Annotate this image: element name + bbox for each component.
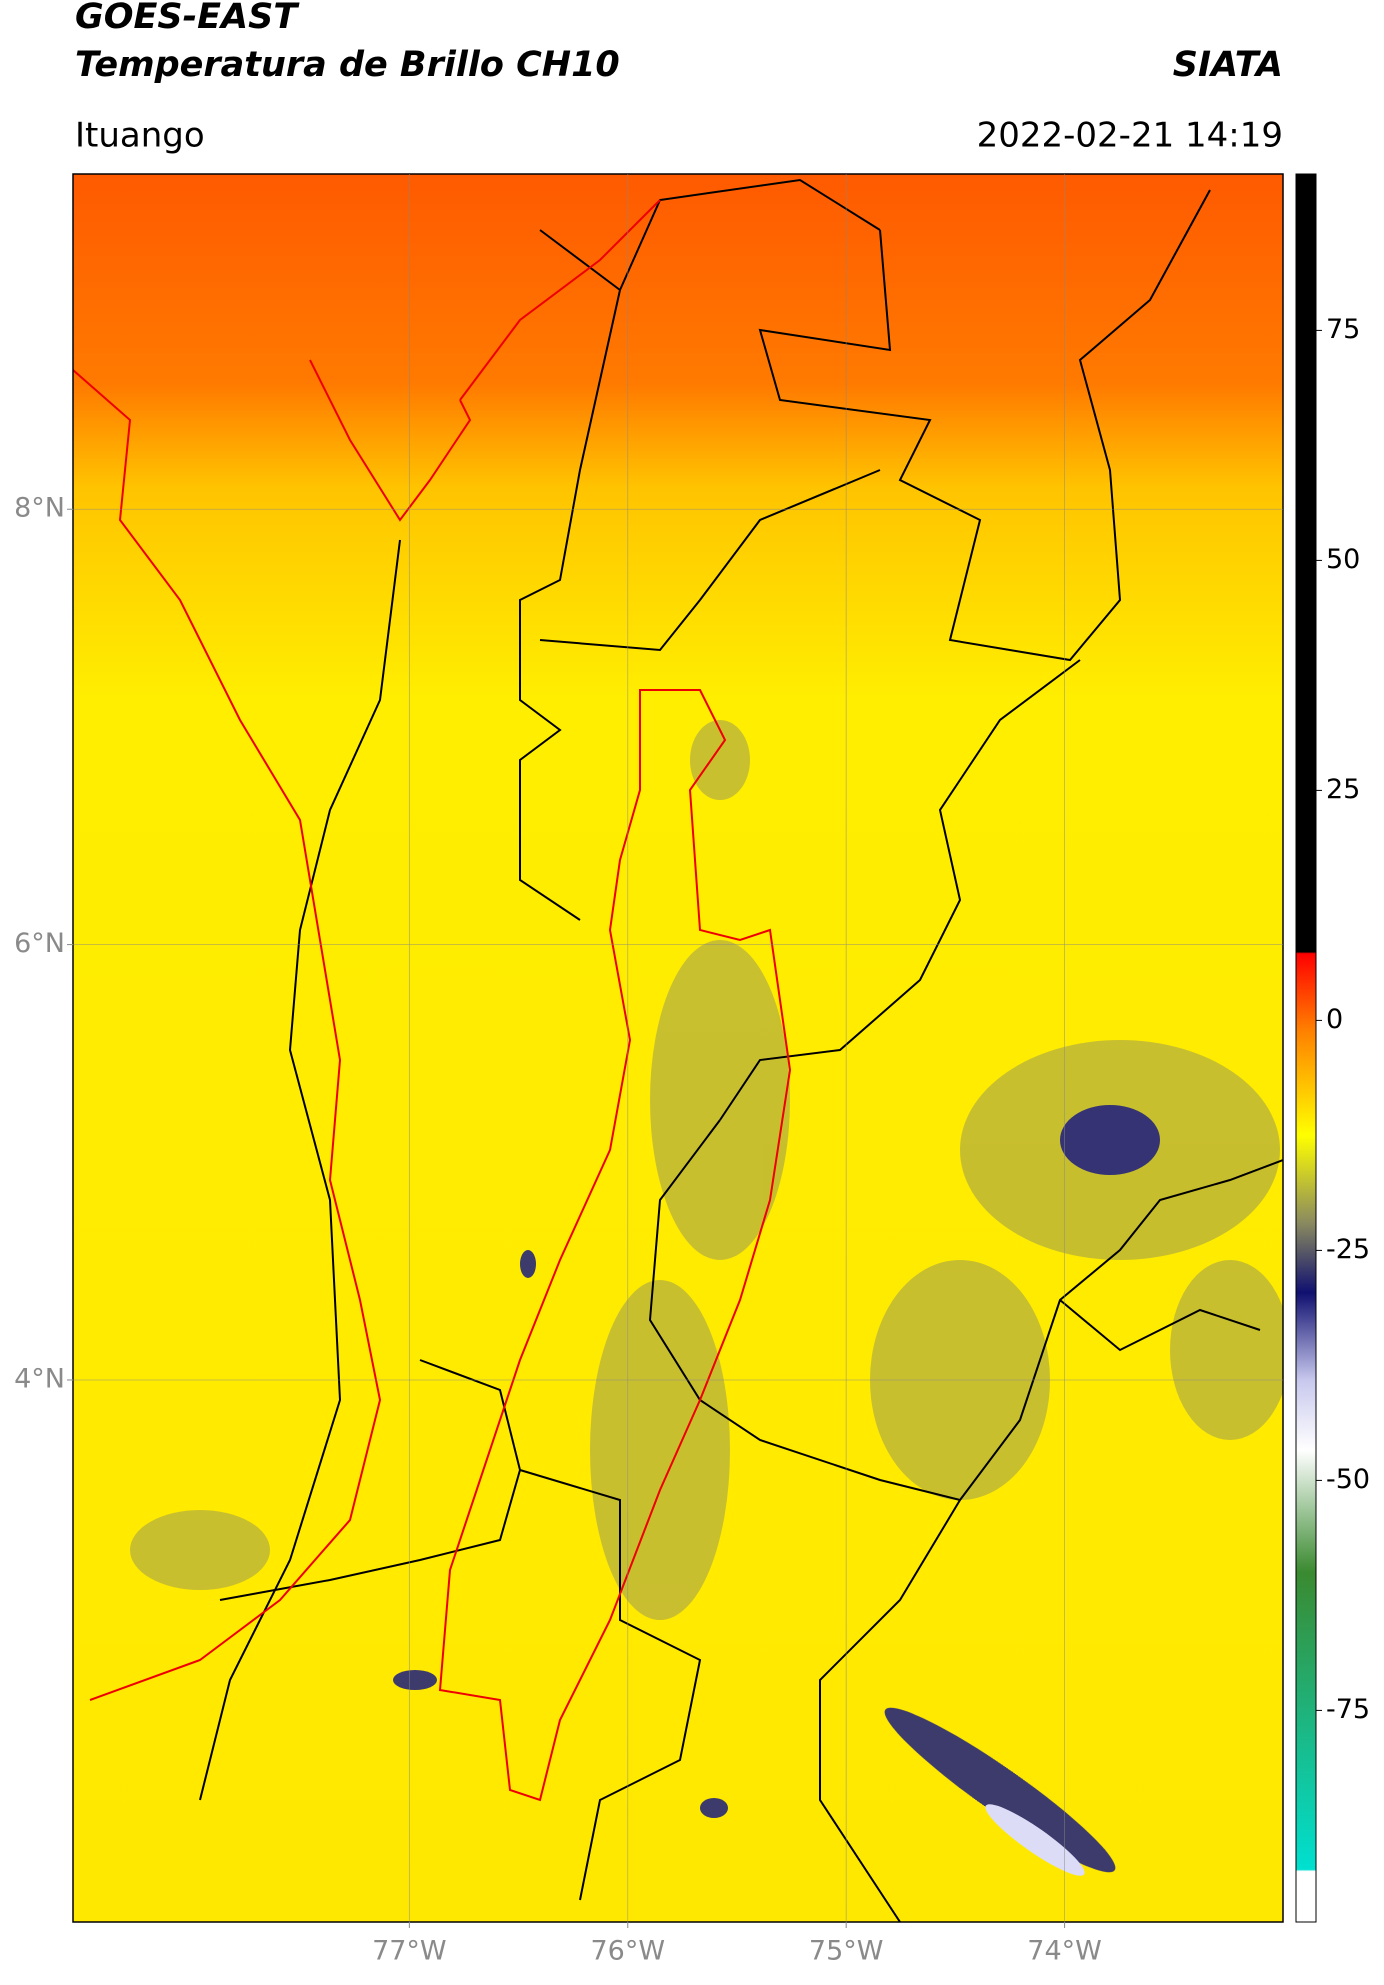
colorbar-tick-label: 0 bbox=[1326, 1004, 1343, 1035]
borders bbox=[199, 178, 1283, 1922]
map-frame bbox=[72, 173, 1284, 1923]
colorbar-tick-label: -75 bbox=[1326, 1694, 1370, 1725]
organization: SIATA bbox=[1173, 45, 1283, 85]
datetime: 2022-02-21 14:19 bbox=[977, 116, 1283, 156]
colorbar bbox=[1295, 173, 1317, 1923]
satellite: GOES-EAST bbox=[75, 0, 300, 37]
x-tick-label: 77°W bbox=[372, 1936, 447, 1967]
x-tick-label: 74°W bbox=[1027, 1936, 1102, 1967]
x-tick-label: 76°W bbox=[590, 1936, 665, 1967]
product: Temperatura de Brillo CH10 bbox=[75, 45, 620, 85]
colorbar-tick-label: -25 bbox=[1326, 1234, 1370, 1265]
coldest-tops bbox=[985, 1804, 1085, 1876]
colorbar-tick-label: 75 bbox=[1326, 314, 1360, 345]
location: Ituango bbox=[75, 116, 205, 156]
y-tick-label: 4°N bbox=[14, 1363, 65, 1394]
map-image bbox=[73, 174, 1283, 1922]
y-tick-label: 6°N bbox=[14, 928, 65, 959]
colorbar-tick-label: 50 bbox=[1326, 544, 1360, 575]
y-tick-label: 8°N bbox=[14, 493, 65, 524]
colorbar-tick-label: 25 bbox=[1326, 774, 1360, 805]
coastline-and-basin bbox=[73, 199, 792, 1802]
colorbar-tick-label: -50 bbox=[1326, 1464, 1370, 1495]
x-tick-label: 75°W bbox=[809, 1936, 884, 1967]
cold-cloud-tops bbox=[393, 1105, 1160, 1873]
